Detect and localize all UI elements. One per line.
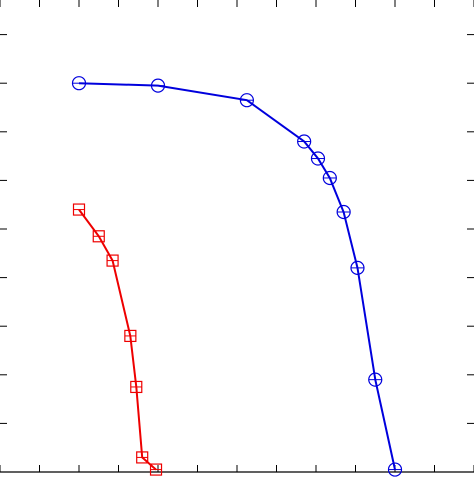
series-layer	[71, 76, 403, 477]
series-line	[78, 209, 157, 471]
series-line	[78, 82, 396, 470]
series-1	[71, 76, 403, 477]
series-2	[72, 203, 163, 476]
